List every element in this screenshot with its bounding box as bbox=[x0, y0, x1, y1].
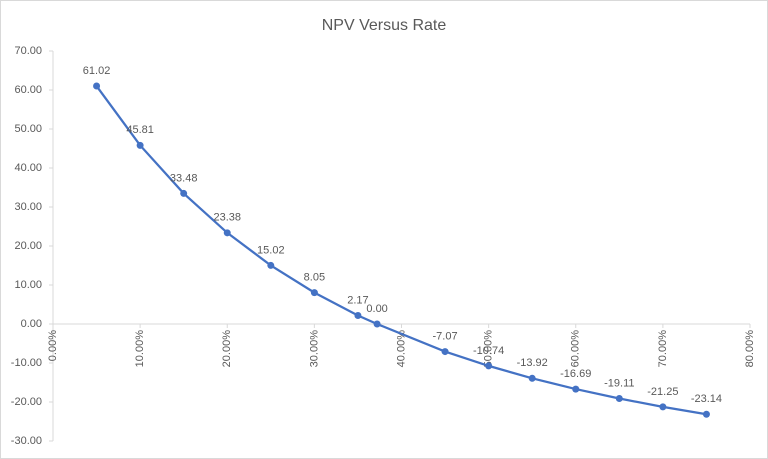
y-tick-label: 10.00 bbox=[14, 279, 42, 291]
data-label: 8.05 bbox=[304, 272, 325, 284]
data-label: 0.00 bbox=[366, 303, 387, 315]
point bbox=[659, 403, 667, 411]
x-tick-label: 20.00% bbox=[221, 330, 233, 368]
data-label: -13.92 bbox=[517, 357, 548, 369]
point bbox=[310, 289, 318, 297]
y-tick-label: 50.00 bbox=[14, 123, 42, 135]
point bbox=[528, 374, 536, 382]
x-tick-label: 0.00% bbox=[47, 330, 59, 361]
point bbox=[485, 362, 493, 370]
data-label: 2.17 bbox=[347, 294, 368, 306]
point bbox=[180, 189, 188, 197]
y-tick-label: -20.00 bbox=[11, 396, 42, 408]
point bbox=[702, 410, 710, 418]
chart-title: NPV Versus Rate bbox=[322, 17, 447, 34]
x-tick-label: 70.00% bbox=[657, 330, 669, 368]
data-label: -16.69 bbox=[560, 368, 591, 380]
y-tick-label: 0.00 bbox=[21, 318, 42, 330]
point bbox=[615, 395, 623, 403]
x-tick-label: 80.00% bbox=[744, 330, 756, 368]
x-tick-label: 30.00% bbox=[308, 330, 320, 368]
data-label: 33.48 bbox=[170, 172, 198, 184]
data-label: 45.81 bbox=[126, 124, 154, 136]
point bbox=[354, 312, 362, 320]
point bbox=[373, 320, 381, 328]
x-tick-label: 50.00% bbox=[483, 330, 495, 368]
data-label: 15.02 bbox=[257, 244, 285, 256]
y-tick-label: -10.00 bbox=[11, 357, 42, 369]
data-label: -23.14 bbox=[691, 393, 722, 405]
point bbox=[267, 261, 275, 269]
data-label: -10.74 bbox=[473, 345, 504, 357]
data-label: -19.11 bbox=[604, 377, 634, 389]
y-tick-label: 20.00 bbox=[14, 240, 42, 252]
x-tick-label: 60.00% bbox=[570, 330, 582, 368]
data-label: -21.25 bbox=[647, 386, 678, 398]
data-label: 61.02 bbox=[83, 65, 111, 77]
y-tick-label: 40.00 bbox=[14, 162, 42, 174]
point bbox=[572, 385, 580, 393]
y-tick-label: 70.00 bbox=[14, 45, 42, 57]
point bbox=[93, 82, 101, 90]
point bbox=[441, 348, 449, 356]
y-tick-label: 60.00 bbox=[14, 84, 42, 96]
point bbox=[223, 229, 231, 237]
data-label: 23.38 bbox=[213, 212, 241, 224]
data-label: -7.07 bbox=[433, 330, 458, 342]
x-tick-label: 40.00% bbox=[395, 330, 407, 368]
y-tick-label: -30.00 bbox=[11, 435, 42, 447]
y-tick-label: 30.00 bbox=[14, 201, 42, 213]
x-tick-label: 10.00% bbox=[134, 330, 146, 368]
point bbox=[136, 141, 144, 149]
